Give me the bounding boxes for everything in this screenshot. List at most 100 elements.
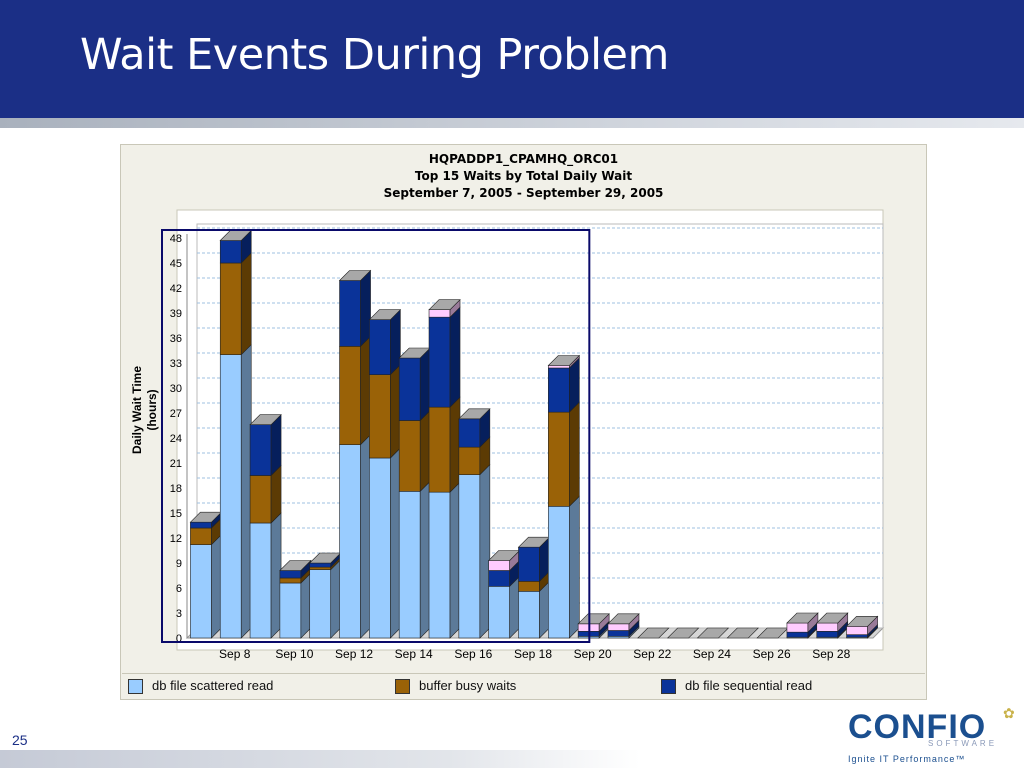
bar-segment: [369, 374, 391, 459]
bar-side: [449, 481, 461, 639]
bar-side: [360, 269, 371, 348]
bar-segment: [458, 446, 481, 475]
bar-segment: [518, 546, 540, 582]
bar-side: [240, 252, 252, 356]
bar-segment: [518, 581, 540, 592]
bar-side: [569, 401, 580, 508]
y-tick-label: 27: [170, 408, 182, 420]
x-tick-label: Sep 8: [219, 647, 251, 661]
bar-segment: [428, 316, 451, 408]
confio-logo: CONFIO: [848, 708, 987, 746]
bar-segment: [279, 577, 302, 584]
logo-tagline: Ignite IT Performance™: [848, 754, 966, 764]
y-tick-label: 24: [170, 433, 182, 445]
bar-side: [330, 558, 342, 639]
x-tick-label: Sep 22: [633, 647, 671, 661]
bar-side: [449, 396, 461, 493]
bar-top: [338, 270, 372, 281]
bar-segment: [846, 634, 868, 638]
bar-side: [300, 572, 312, 639]
y-tick-label: 18: [170, 483, 182, 495]
bar-segment: [786, 631, 809, 638]
slide-title: Wait Events During Problem: [80, 30, 669, 80]
bar-segment: [488, 586, 510, 639]
bar-side: [360, 335, 371, 446]
bar-segment: [219, 262, 242, 355]
chart-title-line-3: September 7, 2005 - September 29, 2005: [383, 186, 664, 200]
y-tick-label: 30: [170, 383, 182, 395]
bar-segment: [249, 522, 272, 639]
y-tick-label: 3: [176, 608, 182, 620]
logo-subtitle: SOFTWARE: [928, 739, 998, 748]
y-tick-label: 42: [170, 283, 182, 295]
bar-top: [249, 414, 282, 425]
x-tick-label: Sep 26: [753, 647, 791, 661]
bar-segment: [279, 582, 302, 639]
bar-segment: [339, 346, 361, 445]
bar-segment: [279, 570, 302, 579]
page-number: 25: [12, 732, 28, 748]
bar-side: [419, 347, 431, 422]
x-tick-label: Sep 16: [454, 647, 492, 661]
bar-segment: [428, 491, 451, 639]
x-tick-label: Sep 10: [275, 647, 313, 661]
slide-header: [0, 0, 1024, 118]
bar-segment: [249, 424, 272, 476]
bar-segment: [548, 365, 570, 369]
legend-label-scattered: db file scattered read: [152, 678, 274, 693]
bar-segment: [190, 527, 212, 545]
y-tick-label: 33: [170, 358, 182, 370]
bar-segment: [548, 411, 570, 507]
bar-side: [211, 533, 222, 639]
y-tick-label: 0: [176, 633, 182, 645]
bar-segment: [518, 591, 540, 639]
footer-bar: [0, 750, 640, 768]
legend-label-busy: buffer busy waits: [419, 678, 517, 693]
bar-segment: [816, 631, 839, 638]
bar-segment: [607, 623, 630, 631]
bar-segment: [219, 240, 242, 264]
x-tick-label: Sep 24: [693, 647, 731, 661]
bar-side: [270, 413, 282, 477]
bar-side: [390, 363, 401, 459]
bar-side: [390, 308, 401, 376]
chart-title-line-2: Top 15 Waits by Total Daily Wait: [414, 169, 633, 183]
bar-segment: [339, 280, 361, 347]
chart-title-line-1: HQPADDP1_CPAMHQ_ORC01: [428, 152, 619, 166]
y-tick-label: 15: [170, 508, 182, 520]
bar-side: [449, 306, 461, 408]
bar-top: [607, 613, 640, 625]
x-tick-label: Sep 28: [812, 647, 850, 661]
bar-segment: [398, 357, 421, 421]
bar-top: [458, 408, 491, 420]
bar-side: [479, 463, 491, 639]
bar-side: [390, 447, 401, 639]
problem-highlight-box: [161, 229, 591, 643]
bar-segment: [607, 630, 630, 637]
legend-swatch-sequential: [661, 679, 676, 694]
chart-legend: [122, 673, 925, 701]
bar-segment: [309, 562, 332, 568]
bar-segment: [786, 622, 809, 633]
bar-top: [786, 612, 819, 624]
bar-segment: [428, 406, 451, 493]
bar-top: [577, 613, 610, 625]
bar-segment: [428, 309, 451, 318]
legend-label-sequential: db file sequential read: [685, 678, 813, 693]
bar-segment: [458, 474, 481, 639]
bar-top: [428, 299, 461, 310]
x-tick-label: Sep 20: [574, 647, 612, 661]
bar-top: [845, 616, 879, 627]
header-divider: [0, 118, 1024, 128]
bar-segment: [219, 354, 242, 639]
bar-segment: [309, 569, 332, 639]
legend-swatch-busy: [395, 679, 410, 694]
y-tick-label: 6: [176, 583, 182, 595]
bar-top: [666, 627, 700, 639]
flower-icon: ✿: [1003, 706, 1015, 722]
y-tick-label: 36: [170, 333, 182, 345]
legend-swatch-scattered: [128, 679, 143, 694]
bar-segment: [190, 521, 212, 529]
bar-segment: [398, 420, 421, 492]
